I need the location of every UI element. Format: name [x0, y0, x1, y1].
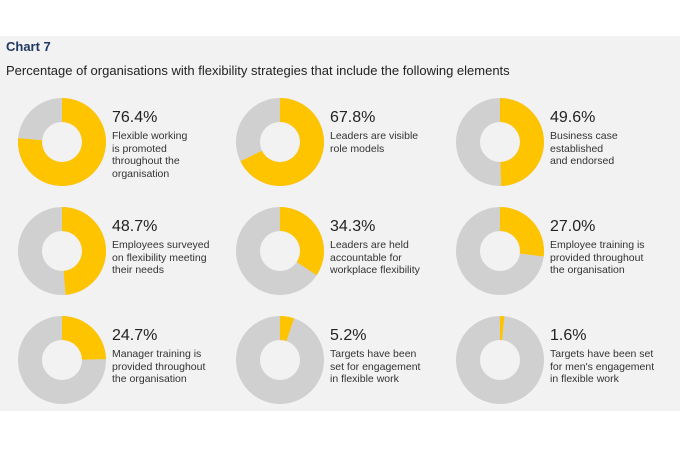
donut-value-segment: [500, 316, 505, 341]
donut-description: Targets have been set for men's engageme…: [550, 348, 655, 385]
donut-chart-4: [18, 207, 107, 295]
donut-value-segment: [240, 98, 324, 186]
donut-value-segment: [280, 316, 295, 342]
donut-value-label: 34.3%: [330, 218, 376, 235]
donut-description: Manager training is provided throughout …: [112, 348, 206, 385]
donut-description: Business case established and endorsed: [550, 130, 618, 167]
donut-chart-6: [456, 207, 544, 295]
donut-cell-2: 67.8% Leaders are visible role models: [235, 97, 460, 197]
donut-description: Leaders are visible role models: [330, 130, 419, 155]
donut-description: Flexible working is promoted throughout …: [112, 130, 188, 180]
donut-cell-6: 27.0% Employee training is provided throu…: [455, 206, 680, 306]
chart-panel: [0, 36, 680, 411]
donut-value-segment: [280, 207, 324, 276]
donut-description: Employees surveyed on flexibility meetin…: [112, 239, 210, 276]
donut-chart-9: [456, 316, 544, 404]
donut-value-label: 5.2%: [330, 327, 367, 344]
chart-title: Percentage of organisations with flexibi…: [6, 63, 510, 78]
donut-value-label: 49.6%: [550, 109, 596, 126]
donut-value-label: 1.6%: [550, 327, 587, 344]
chart-label: Chart 7: [6, 39, 51, 54]
donut-cell-4: 48.7% Employees surveyed on flexibility m…: [17, 206, 242, 306]
donut-value-label: 24.7%: [112, 327, 158, 344]
donut-cell-5: 34.3% Leaders are held accountable for wo…: [235, 206, 460, 306]
donut-value-label: 27.0%: [550, 218, 596, 235]
donut-value-segment: [500, 207, 544, 257]
donut-cell-7: 24.7% Manager training is provided throug…: [17, 315, 242, 415]
donut-cell-8: 5.2% Targets have been set for engagement…: [235, 315, 460, 415]
donut-value-label: 76.4%: [112, 109, 158, 126]
donut-value-segment: [62, 207, 107, 295]
donut-chart-3: [456, 98, 545, 186]
donut-chart-5: [236, 207, 324, 295]
donut-description: Employee training is provided throughout…: [550, 239, 645, 276]
donut-cell-1: 76.4% Flexible working is promoted throug…: [17, 97, 242, 197]
donut-value-segment: [62, 316, 106, 360]
donut-chart-2: [236, 98, 324, 186]
donut-value-label: 67.8%: [330, 109, 376, 126]
donut-value-label: 48.7%: [112, 218, 158, 235]
donut-description: Targets have been set for engagement in …: [330, 348, 421, 385]
donut-value-segment: [18, 98, 107, 186]
donut-cell-9: 1.6% Targets have been set for men's enga…: [455, 315, 680, 415]
donut-cell-3: 49.6% Business case established and endor…: [455, 97, 680, 197]
donut-chart-7: [18, 316, 106, 404]
donut-chart-8: [236, 316, 324, 404]
donut-value-segment: [500, 98, 545, 186]
donut-description: Leaders are held accountable for workpla…: [330, 239, 420, 276]
donut-chart-1: [18, 98, 107, 186]
